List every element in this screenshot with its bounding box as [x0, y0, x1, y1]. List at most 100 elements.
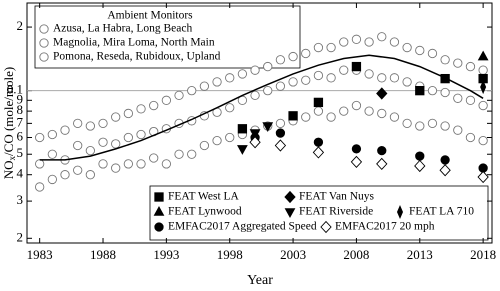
marker — [453, 58, 463, 68]
marker — [350, 155, 363, 169]
marker — [339, 65, 349, 75]
marker — [477, 170, 489, 184]
marker — [249, 136, 261, 149]
marker — [480, 80, 487, 95]
marker — [414, 159, 426, 173]
x-tick-label: 2013 — [407, 247, 433, 262]
marker — [288, 77, 298, 87]
marker — [284, 208, 296, 218]
legend-label: Magnolia, Mira Loma, North Main — [53, 37, 215, 49]
marker — [153, 206, 165, 216]
marker — [47, 149, 57, 159]
marker — [351, 61, 362, 72]
marker — [174, 90, 184, 101]
marker — [351, 100, 362, 111]
y-tick-label: 8 — [17, 102, 24, 117]
marker — [161, 95, 172, 105]
legend: Azusa, La Habra, Long Beach Magnolia, Mir… — [39, 23, 474, 234]
x-tick-label: 1983 — [27, 247, 53, 262]
marker — [301, 112, 311, 122]
marker — [237, 69, 248, 79]
y-tick-label: 2 — [17, 18, 24, 33]
marker — [60, 125, 70, 135]
marker — [212, 77, 222, 87]
marker — [275, 118, 286, 129]
marker — [301, 75, 311, 85]
marker — [351, 144, 362, 154]
marker — [98, 118, 108, 129]
marker — [111, 112, 121, 122]
marker — [250, 90, 260, 101]
marker — [339, 106, 349, 116]
marker — [326, 73, 336, 83]
legend-label: FEAT West LA — [168, 191, 240, 203]
marker — [35, 159, 45, 169]
marker — [47, 174, 57, 185]
marker — [136, 129, 146, 140]
legend-label: Pomona, Reseda, Rubidoux, Upland — [53, 51, 221, 63]
x-tick-label: 1998 — [217, 247, 243, 262]
marker — [427, 48, 438, 59]
y-tick-label: 2 — [17, 229, 24, 244]
marker — [465, 95, 476, 105]
marker — [123, 132, 134, 143]
marker — [313, 42, 324, 53]
marker — [275, 128, 286, 138]
legend-title: Ambient Monitors — [107, 10, 193, 22]
y-tick-label: 4 — [17, 166, 24, 181]
y-tick-label: 0.1 — [7, 82, 23, 97]
legend-label: FEAT Lynwood — [168, 206, 242, 218]
marker — [250, 65, 260, 75]
legend-label: FEAT Riverside — [299, 206, 373, 218]
marker — [225, 73, 235, 83]
marker — [73, 165, 83, 175]
legend-label: FEAT Van Nuys — [299, 191, 374, 203]
marker — [262, 122, 274, 133]
marker — [154, 192, 164, 202]
marker — [415, 151, 425, 161]
legend-label: EMFAC2017 Aggregated Speed — [168, 221, 317, 233]
marker — [35, 132, 45, 143]
marker — [39, 24, 49, 34]
marker — [111, 139, 121, 149]
marker — [313, 106, 324, 116]
marker — [402, 42, 412, 53]
y-tick-label: 9 — [17, 91, 24, 106]
marker — [284, 190, 296, 204]
marker — [439, 164, 451, 177]
marker — [364, 106, 374, 116]
marker — [313, 97, 324, 108]
marker — [477, 50, 489, 61]
marker — [377, 108, 387, 119]
marker — [275, 81, 286, 91]
marker — [187, 149, 197, 159]
marker — [123, 159, 134, 169]
marker — [312, 146, 325, 159]
marker — [427, 86, 438, 96]
x-tick-label: 2003 — [280, 247, 306, 262]
marker — [136, 159, 146, 169]
x-axis-title: Year — [247, 273, 273, 288]
marker — [301, 48, 311, 59]
marker — [263, 86, 273, 96]
marker — [111, 163, 121, 173]
marker — [39, 38, 49, 48]
marker — [85, 145, 96, 156]
marker — [339, 37, 349, 47]
marker — [263, 61, 273, 72]
marker — [389, 37, 400, 47]
marker — [149, 153, 159, 163]
marker — [415, 45, 425, 56]
marker — [98, 159, 108, 169]
marker — [199, 140, 210, 151]
marker — [453, 93, 463, 103]
marker — [288, 51, 298, 62]
trend-line — [39, 54, 484, 161]
marker — [377, 32, 387, 42]
marker — [35, 182, 45, 192]
marker — [478, 135, 488, 146]
marker — [440, 121, 450, 131]
marker — [440, 55, 450, 65]
legend-label: EMFAC2017 20 mph — [335, 221, 435, 233]
